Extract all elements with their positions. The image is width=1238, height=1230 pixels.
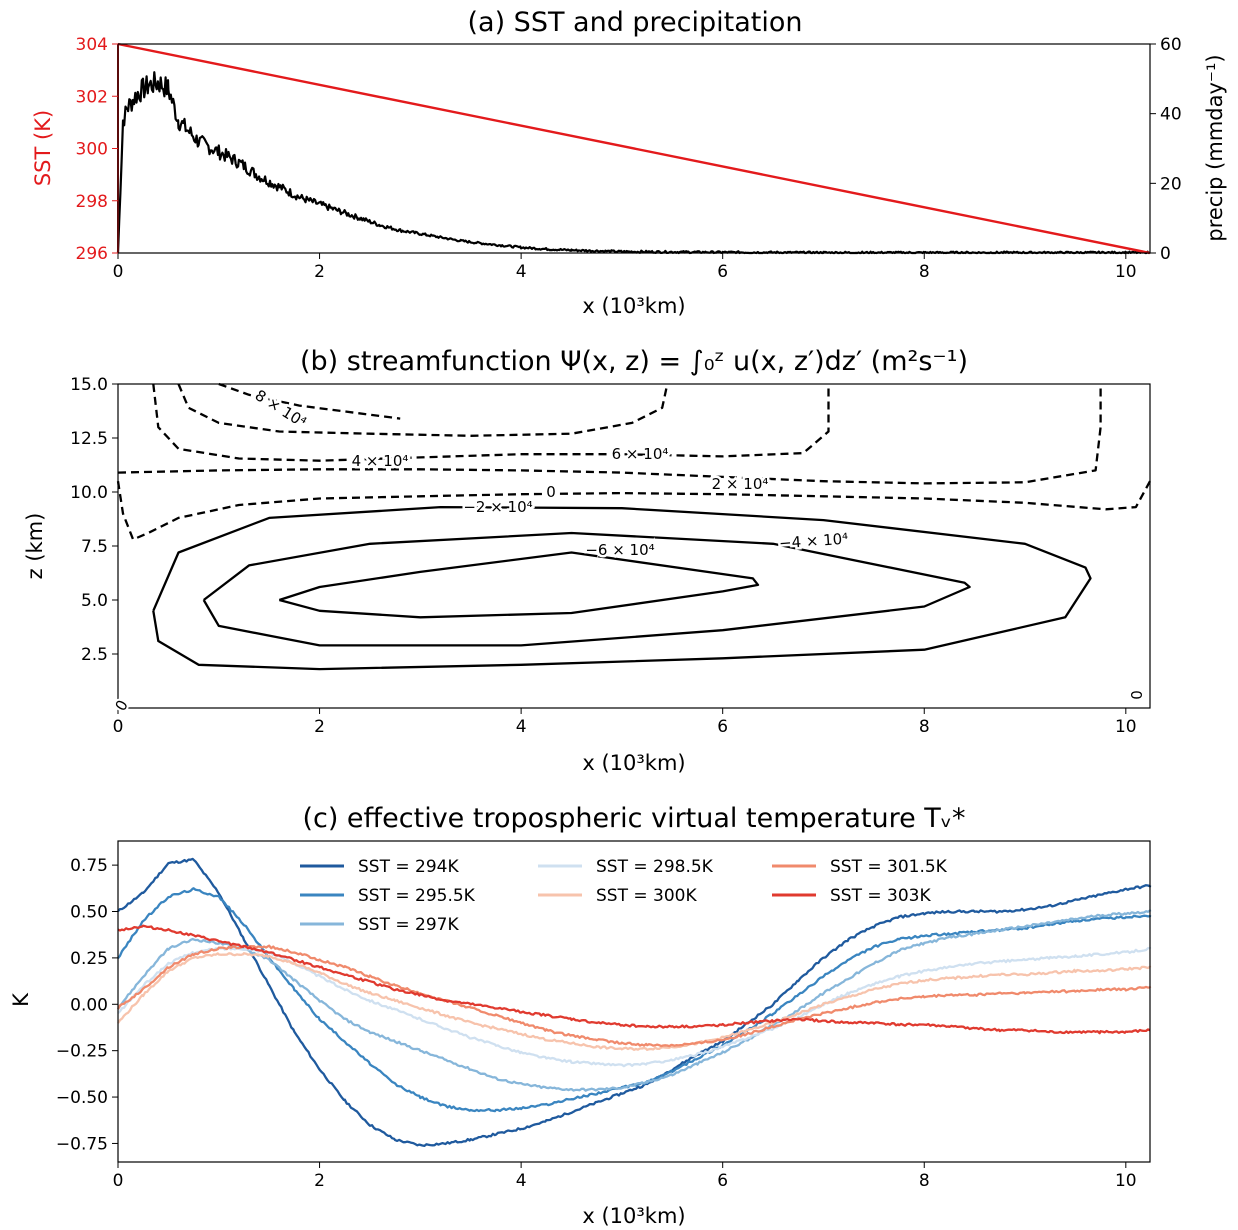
contour-label: 6 × 10⁴ xyxy=(612,445,669,463)
contour-line xyxy=(177,383,669,437)
sst-line xyxy=(117,42,1151,255)
y-tick-label: 10.0 xyxy=(70,483,108,503)
panel-b-ticks: 0 2 4 6 8 10 2.5 5.0 7.5 10.0 12.5 15.0 xyxy=(70,375,1136,737)
panel-c-frame xyxy=(117,840,1151,1163)
x-tick-label: 4 xyxy=(516,1171,527,1191)
x-tick-label: 6 xyxy=(717,717,728,737)
contour-label: 0 xyxy=(111,697,131,714)
legend-label: SST = 294K xyxy=(358,857,459,877)
x-tick-label: 0 xyxy=(113,717,124,737)
panel-b-ylabel: z (km) xyxy=(23,513,47,580)
y-tick-label: −0.75 xyxy=(56,1134,108,1154)
y-tick-label: 304 xyxy=(76,35,108,55)
y-tick-label: 15.0 xyxy=(70,375,108,395)
legend-label: SST = 303K xyxy=(830,886,931,906)
x-tick-label: 0 xyxy=(113,262,124,282)
panel-b-title: (b) streamfunction Ψ(x, z) = ∫₀ᶻ u(x, z′… xyxy=(300,346,968,377)
panel-c-legend: SST = 294K SST = 295.5K SST = 297K SST = 29… xyxy=(300,857,948,935)
y-tick-label: 5.0 xyxy=(81,591,108,611)
panel-c-title: (c) effective tropospheric virtual tempe… xyxy=(302,803,965,834)
legend-label: SST = 301.5K xyxy=(830,857,948,877)
x-tick-label: 8 xyxy=(919,717,930,737)
panel-a-xlabel: x (10³km) xyxy=(582,294,685,318)
panel-a-ylabel-left: SST (K) xyxy=(31,110,55,186)
x-tick-label: 0 xyxy=(113,1171,124,1191)
y-tick-label: 20 xyxy=(1160,174,1182,194)
y-tick-label: 302 xyxy=(76,87,108,107)
series-line xyxy=(117,952,1152,1051)
contour-label: −2 × 10⁴ xyxy=(463,498,532,516)
contour-line xyxy=(218,382,401,420)
panel-a-ticks: 0 2 4 6 8 10 296 298 300 302 304 0 20 40 60 xyxy=(76,35,1182,282)
contour-line xyxy=(202,531,971,647)
y-tick-label: 298 xyxy=(76,192,108,212)
x-tick-label: 10 xyxy=(1115,262,1137,282)
legend-label: SST = 298.5K xyxy=(596,857,714,877)
contour-label: −4 × 10⁴ xyxy=(778,530,848,553)
panel-b-marks xyxy=(116,382,1152,671)
y-tick-label: 0.00 xyxy=(70,995,108,1015)
contour-label: 8 × 10⁴ xyxy=(252,386,310,431)
panel-b-xlabel: x (10³km) xyxy=(582,751,685,775)
y-tick-label: 0 xyxy=(1160,244,1171,264)
contour-label: 0 xyxy=(1128,690,1146,700)
series-line xyxy=(117,887,1152,1113)
panel-c-xlabel: x (10³km) xyxy=(582,1204,685,1228)
y-tick-label: 40 xyxy=(1160,105,1182,125)
panel-b-contour-labels: 8 × 10⁴ 6 × 10⁴ 4 × 10⁴ 2 × 10⁴ 0 −2 × 1… xyxy=(109,384,1148,717)
contour-line xyxy=(152,505,1092,671)
y-tick-label: 0.75 xyxy=(70,856,108,876)
y-tick-label: 0.25 xyxy=(70,949,108,969)
series-line xyxy=(117,944,1152,1048)
series-line xyxy=(117,924,1151,1035)
contour-line xyxy=(117,384,1102,485)
x-tick-label: 4 xyxy=(516,717,527,737)
y-tick-label: −0.25 xyxy=(56,1042,108,1062)
panel-a: (a) SST and precipitation 0 2 4 6 8 10 296 298 3… xyxy=(31,7,1227,318)
contour-label: 2 × 10⁴ xyxy=(712,475,769,493)
panel-a-title: (a) SST and precipitation xyxy=(467,7,802,38)
x-tick-label: 2 xyxy=(314,717,325,737)
y-tick-label: 7.5 xyxy=(81,537,108,557)
y-tick-label: 12.5 xyxy=(70,429,108,449)
series-line xyxy=(117,946,1152,1068)
contour-label: 0 xyxy=(546,483,556,501)
contour-line xyxy=(278,551,760,619)
legend-label: SST = 295.5K xyxy=(358,886,476,906)
precip-line xyxy=(116,71,1151,255)
contour-line xyxy=(152,383,830,462)
y-tick-label: 60 xyxy=(1160,35,1182,55)
x-tick-label: 6 xyxy=(717,1171,728,1191)
y-tick-label: −0.50 xyxy=(56,1088,108,1108)
panel-a-ylabel-right: precip (mmday⁻¹) xyxy=(1203,54,1227,241)
x-tick-label: 8 xyxy=(919,1171,930,1191)
series-line xyxy=(117,909,1152,1092)
x-tick-label: 8 xyxy=(919,262,930,282)
series-line xyxy=(117,857,1152,1148)
panel-b: (b) streamfunction Ψ(x, z) = ∫₀ᶻ u(x, z′… xyxy=(23,346,1152,775)
panel-c: (c) effective tropospheric virtual tempe… xyxy=(9,803,1152,1228)
panel-c-marks xyxy=(117,857,1152,1148)
x-tick-label: 2 xyxy=(314,1171,325,1191)
panel-c-ylabel: K xyxy=(9,992,33,1007)
legend-label: SST = 300K xyxy=(596,886,697,906)
x-tick-label: 2 xyxy=(314,262,325,282)
x-tick-label: 10 xyxy=(1115,717,1137,737)
x-tick-label: 10 xyxy=(1115,1171,1137,1191)
y-tick-label: 0.50 xyxy=(70,903,108,923)
y-tick-label: 296 xyxy=(76,244,108,264)
y-tick-label: 300 xyxy=(76,140,108,160)
y-tick-label: 2.5 xyxy=(81,645,108,665)
x-tick-label: 4 xyxy=(516,262,527,282)
panel-c-ticks: 0 2 4 6 8 10 −0.75 −0.50 −0.25 0.00 0.25 0.50 0.75 xyxy=(56,856,1137,1191)
contour-line xyxy=(116,480,1152,541)
legend-label: SST = 297K xyxy=(358,915,459,935)
x-tick-label: 6 xyxy=(717,262,728,282)
contour-label: −6 × 10⁴ xyxy=(585,541,654,559)
contour-label: 4 × 10⁴ xyxy=(352,452,409,470)
panel-a-marks xyxy=(116,42,1151,255)
